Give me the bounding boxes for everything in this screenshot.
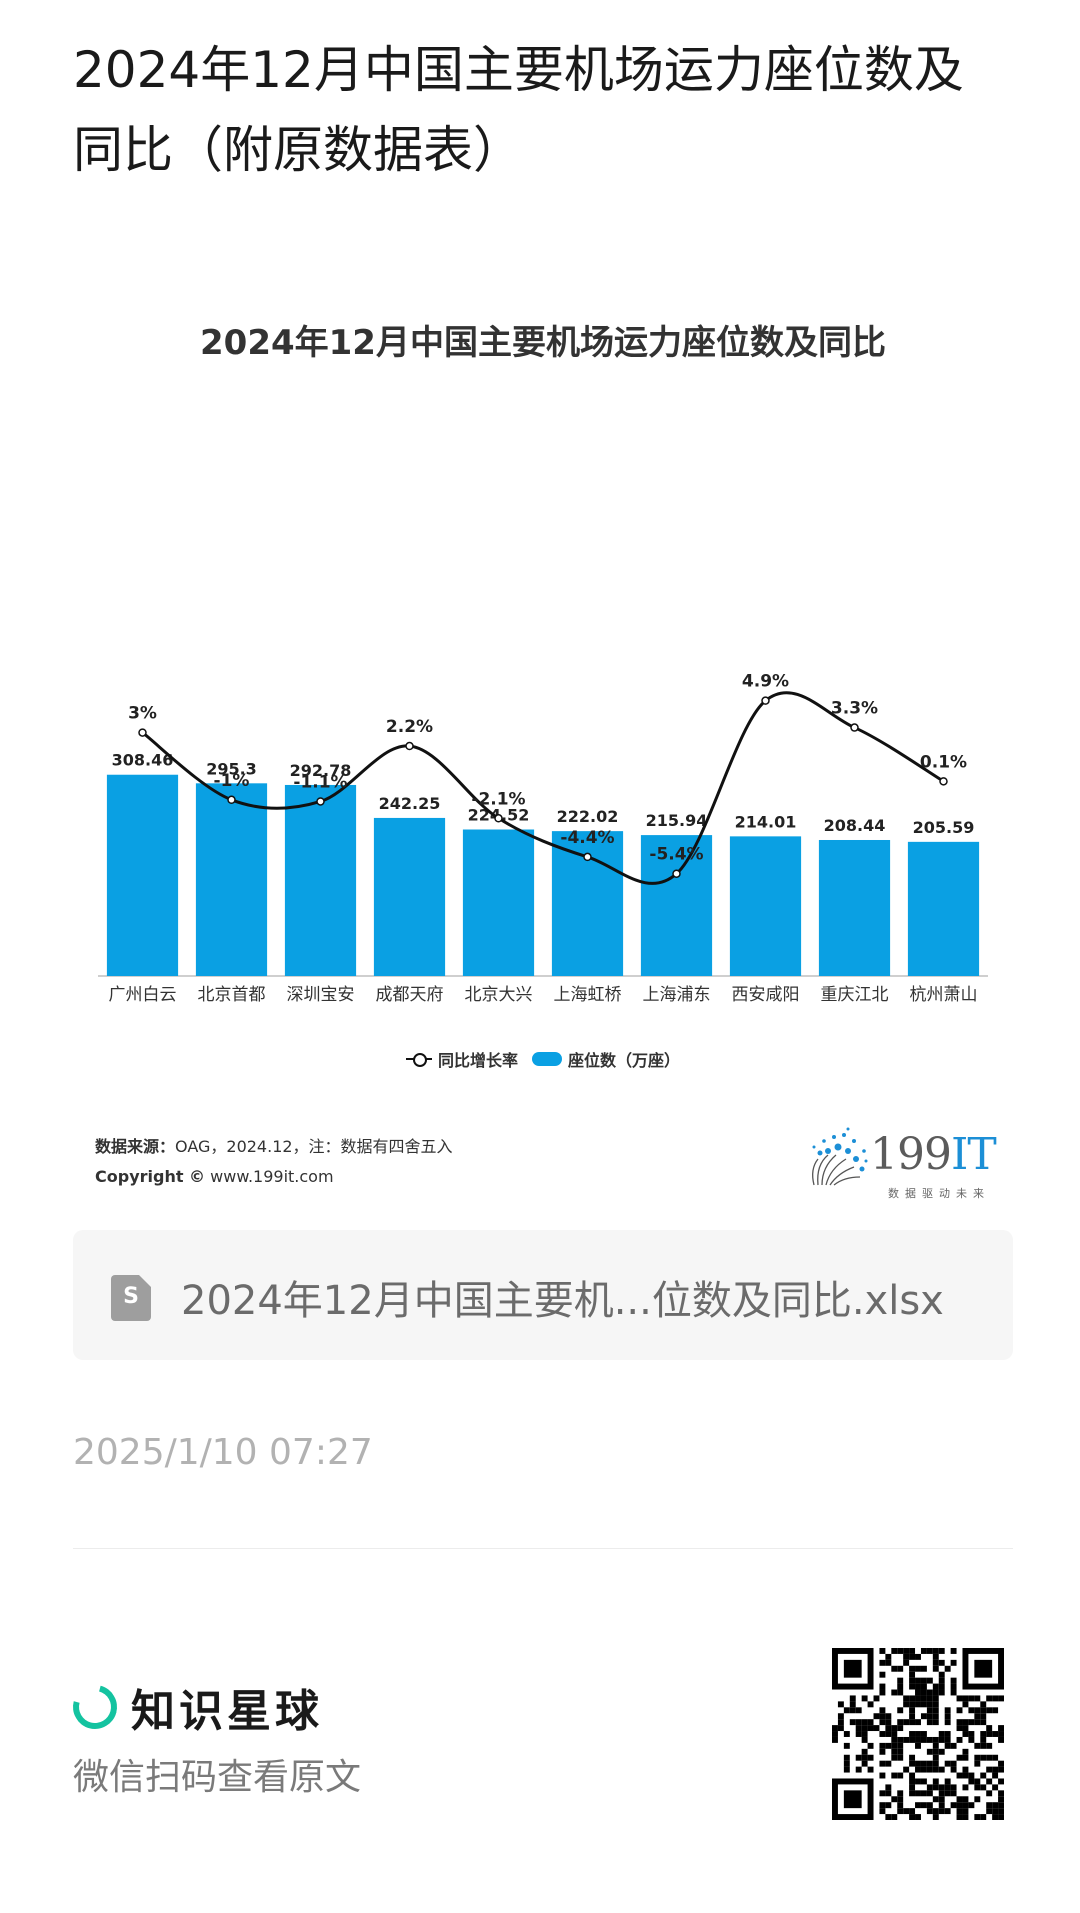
growth-label-8: 3.3% — [831, 699, 878, 719]
growth-point-7 — [761, 696, 770, 705]
legend-line-marker — [405, 1053, 432, 1067]
dandelion-logo-icon — [812, 1127, 868, 1186]
divider — [73, 1548, 1013, 1549]
legend-label-growth: 同比增长率 — [437, 1051, 518, 1070]
zsxq-logo-text: 知识星球 — [131, 1686, 323, 1737]
brand-logo-199it: 199IT 数据驱动未来 — [808, 1125, 1013, 1205]
growth-point-8 — [850, 723, 859, 732]
source-note: 数据来源：OAG，2024.12，注：数据有四舍五入 Copyright © w… — [95, 1132, 453, 1192]
source-text: OAG，2024.12，注：数据有四舍五入 — [175, 1137, 453, 1156]
growth-point-0 — [138, 728, 147, 737]
chart-title: 2024年12月中国主要机场运力座位数及同比 — [200, 323, 886, 363]
copyright-label: Copyright © — [95, 1167, 206, 1186]
scan-hint: 微信扫码查看原文 — [73, 1757, 362, 1798]
bar-3 — [373, 817, 446, 976]
bar-4 — [462, 829, 535, 976]
growth-label-0: 3% — [128, 704, 157, 724]
growth-point-6 — [672, 869, 681, 878]
growth-rate-line — [141, 691, 945, 885]
legend-item-growth: 同比增长率 — [405, 1047, 518, 1071]
x-tick-label-7: 西安咸阳 — [732, 985, 800, 1005]
page-title: 2024年12月中国主要机场运力座位数及同比（附原数据表） — [73, 41, 964, 179]
source-label: 数据来源： — [95, 1137, 176, 1156]
legend-label-seats: 座位数（万座） — [568, 1051, 681, 1070]
growth-point-4 — [494, 814, 503, 823]
copyright-url: www.199it.com — [210, 1167, 334, 1186]
growth-label-2: -1.1% — [293, 772, 347, 792]
zsxq-ring-icon — [64, 1676, 126, 1738]
bar-6 — [640, 835, 713, 976]
growth-label-7: 4.9% — [742, 672, 789, 692]
legend-bar-swatch — [532, 1052, 562, 1066]
growth-point-1 — [227, 795, 236, 805]
spreadsheet-file-icon: S — [111, 1275, 151, 1321]
x-tick-label-0: 广州白云 — [109, 985, 177, 1005]
bar-8 — [818, 839, 891, 976]
bar-value-label-3: 242.25 — [379, 794, 441, 813]
qr-code-icon[interactable] — [832, 1648, 1004, 1820]
growth-label-1: -1% — [214, 771, 250, 791]
x-tick-label-3: 成都天府 — [376, 985, 444, 1005]
bar-value-label-5: 222.02 — [557, 807, 619, 826]
growth-point-3 — [405, 741, 414, 751]
legend-item-seats: 座位数（万座） — [532, 1047, 680, 1071]
x-tick-label-2: 深圳宝安 — [287, 985, 355, 1005]
growth-label-6: -5.4% — [649, 845, 703, 865]
bar-0 — [106, 774, 179, 976]
growth-label-3: 2.2% — [386, 717, 433, 737]
bar-value-label-1: 295.3 — [206, 759, 257, 778]
x-tick-label-6: 上海浦东 — [643, 985, 711, 1005]
attachment-file-name[interactable]: 2024年12月中国主要机...位数及同比.xlsx — [181, 1278, 944, 1324]
bar-value-label-7: 214.01 — [735, 812, 797, 831]
bar-9 — [907, 841, 980, 976]
bar-1 — [195, 783, 268, 976]
growth-label-4: -2.1% — [471, 789, 525, 809]
x-tick-label-1: 北京首都 — [198, 985, 266, 1005]
bar-value-label-9: 205.59 — [913, 818, 975, 837]
x-tick-label-8: 重庆江北 — [821, 985, 889, 1005]
growth-label-9: 0.1% — [920, 752, 967, 772]
bar-value-label-0: 308.46 — [112, 751, 174, 770]
bar-value-label-8: 208.44 — [824, 816, 886, 835]
brand-slogan: 数据驱动未来 — [888, 1187, 990, 1200]
x-tick-label-9: 杭州萧山 — [910, 985, 978, 1005]
x-tick-label-5: 上海虹桥 — [554, 985, 622, 1005]
attachment-file-card[interactable]: S 2024年12月中国主要机...位数及同比.xlsx — [73, 1230, 1013, 1360]
x-tick-label-4: 北京大兴 — [465, 985, 533, 1005]
zsxq-logo: 知识星球 — [64, 1675, 323, 1739]
post-timestamp: 2025/1/10 07:27 — [73, 1432, 373, 1473]
growth-point-2 — [316, 797, 325, 806]
bar-value-label-2: 292.78 — [290, 761, 352, 780]
brand-wordmark: 199IT — [870, 1129, 997, 1180]
growth-point-9 — [939, 777, 948, 786]
bar-2 — [284, 784, 357, 976]
chart-plot: 308.46 广州白云 295.3 北京首都 292.78 深圳宝安 242.25 成都天府 2… — [98, 672, 988, 1005]
growth-label-5: -4.4% — [560, 828, 614, 848]
chart-card: 2024年12月中国主要机场运力座位数及同比 308.46 广州白云 295.3 北京… — [73, 280, 1013, 1210]
bar-value-label-6: 215.94 — [646, 811, 708, 830]
growth-point-5 — [583, 852, 592, 862]
bar-7 — [729, 836, 802, 976]
chart-legend: 同比增长率 座位数（万座） — [73, 1047, 1013, 1071]
